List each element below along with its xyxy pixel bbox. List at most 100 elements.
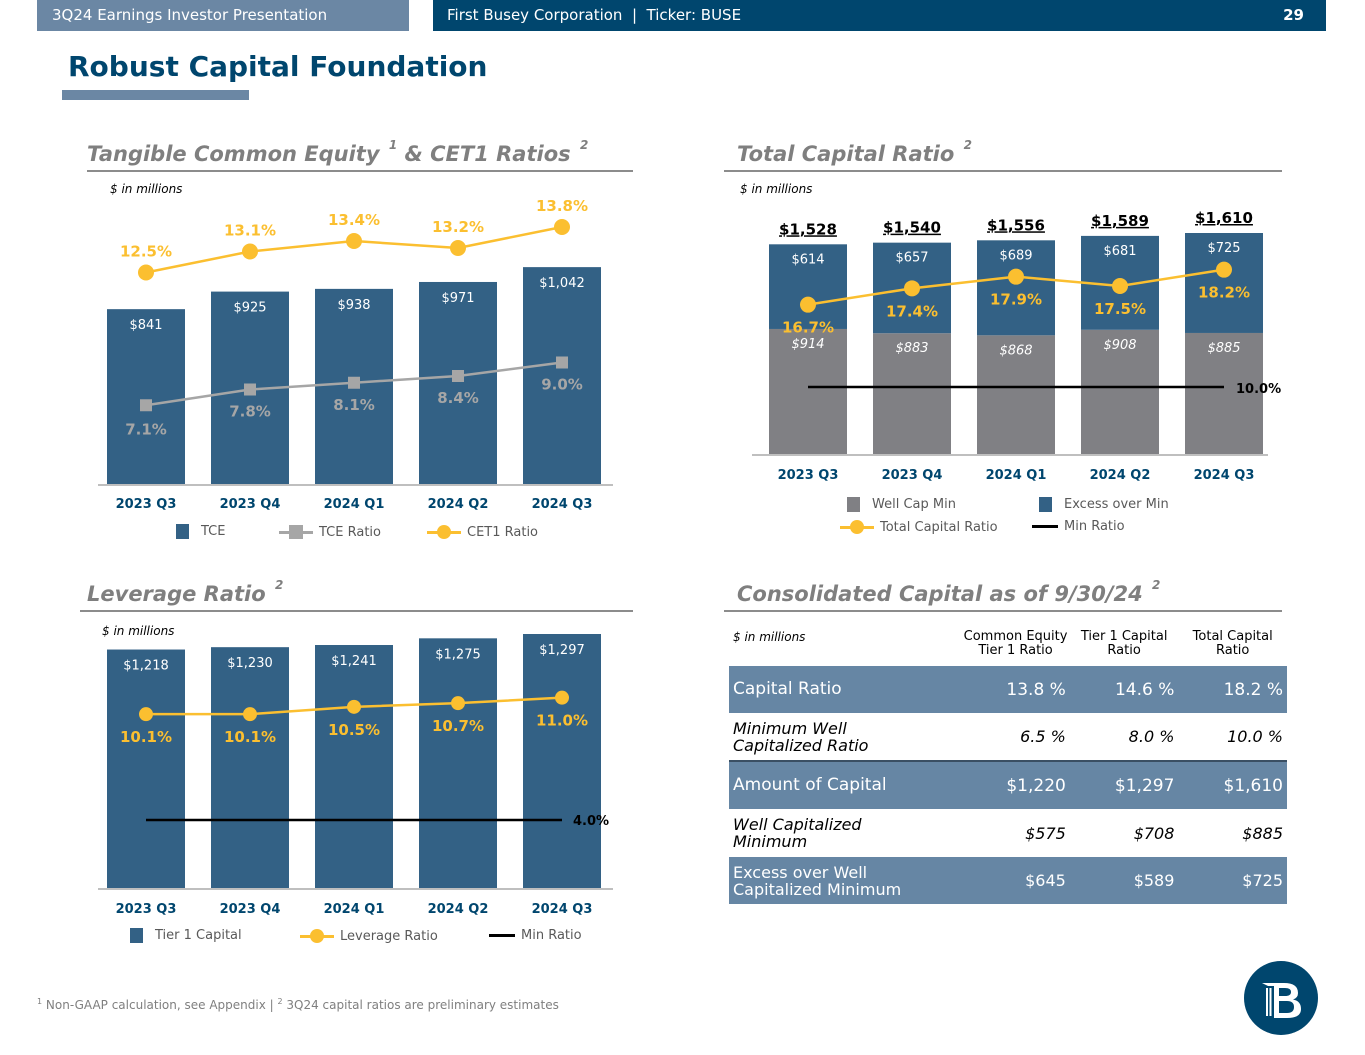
x-axis-tick-label: 2024 Q3 [1194,468,1255,483]
leverage-ratio-marker [451,696,465,711]
cell-value: $645 [961,857,1070,904]
line-marker-icon [489,934,515,937]
cet1-ratio-label: 12.5% [120,243,172,261]
well-cap-min-bar [1081,329,1159,455]
well-cap-min-label: $883 [895,341,928,356]
total-capital-label: $1,540 [883,219,941,237]
leverage-ratio-marker [139,707,153,722]
total-capital-label: $1,610 [1195,209,1253,227]
tcr-title-text: Total Capital Ratio [737,142,955,166]
tce-chart: $841 2023 Q3 $925 2023 Q4 $938 2024 Q1 $971 202… [98,197,613,512]
cell-value: $1,610 [1178,760,1287,809]
legend-item-tier1-capital: Tier 1 Capital [130,928,242,943]
cell-value: 14.6 % [1069,666,1179,713]
cell-value: $885 [1178,809,1287,857]
leverage-ratio-marker [555,690,569,705]
total-capital-ratio-marker [800,296,816,313]
cet1-ratio-marker [242,243,258,260]
lev-title-text: Leverage Ratio [87,582,266,606]
legend-label: Tier 1 Capital [155,928,242,943]
well-cap-min-label: $868 [999,343,1032,358]
footnote-ref: 2 [963,138,972,152]
presentation-title: 3Q24 Earnings Investor Presentation [52,6,328,24]
x-axis-tick-label: 2024 Q1 [324,902,385,917]
leverage-ratio-label: 10.7% [432,717,484,735]
legend-label: TCE Ratio [319,524,381,540]
excess-over-min-bar [1185,233,1263,333]
table-row: Excess over Well Capitalized Minimum $64… [729,857,1287,904]
bar-value-label: $971 [441,291,474,306]
bar-swatch-icon [1039,497,1052,512]
footnote-ref: 2 [275,578,284,592]
excess-over-min-label: $681 [1103,244,1136,259]
excess-over-min-label: $689 [999,248,1032,263]
legend-item-leverage-ratio: Leverage Ratio [300,928,438,944]
bar-swatch-icon [176,524,189,539]
units-label: $ in millions [110,182,183,196]
tce-bar [523,267,601,485]
lev-section-title: Leverage Ratio 2 [87,578,283,606]
leverage-ratio-label: 10.1% [224,728,276,746]
min-ratio-label: 10.0% [1236,382,1281,397]
x-axis-tick-label: 2024 Q1 [986,468,1047,483]
bar-value-label: $1,241 [331,654,377,669]
cet1-ratio-label: 13.2% [432,218,484,236]
cons-section-title: Consolidated Capital as of 9/30/24 2 [737,578,1160,606]
footnote-ref: 2 [579,138,589,152]
leverage-ratio-label: 11.0% [536,712,588,730]
well-cap-min-label: $914 [791,337,824,352]
x-axis-tick-label: 2024 Q3 [532,497,593,512]
company-ticker: First Busey Corporation | Ticker: BUSE [447,6,742,24]
page-number: 29 [1283,6,1304,24]
excess-over-min-label: $657 [895,251,928,266]
section-divider [724,610,1282,612]
excess-over-min-bar [977,240,1055,336]
x-axis-tick-label: 2023 Q4 [220,902,281,917]
bar-value-label: $925 [233,301,266,316]
cell-value: $725 [1178,857,1287,904]
bar-value-label: $1,042 [539,276,585,291]
cet1-ratio-marker [346,233,362,249]
company-bar: First Busey Corporation | Ticker: BUSE 2… [433,0,1326,31]
well-cap-min-label: $908 [1103,338,1136,353]
x-axis-tick-label: 2024 Q2 [428,497,489,512]
tce-ratio-label: 7.8% [229,403,271,421]
section-divider [87,170,633,172]
total-capital-ratio-marker [904,280,920,297]
cell-value: $1,297 [1069,760,1179,809]
cell-value: 10.0 % [1178,713,1287,761]
footnote-ref: 1 [388,138,398,152]
title-underline [62,90,249,100]
tcr-section-title: Total Capital Ratio 2 [737,138,972,166]
well-cap-min-bar [977,335,1055,455]
x-axis-tick-label: 2024 Q2 [428,902,489,917]
excess-over-min-label: $614 [791,252,824,267]
x-axis-tick-label: 2024 Q2 [1090,468,1151,483]
legend-item-excess-over-min: Excess over Min [1039,497,1169,512]
footnote-ref: 2 [277,997,283,1006]
tce-ratio-marker [556,356,568,369]
cet1-ratio-label: 13.8% [536,197,588,215]
bar-swatch-icon [130,928,143,943]
total-capital-ratio-label: 17.9% [990,291,1042,309]
line-marker-icon [1032,525,1058,528]
presentation-title-bar: 3Q24 Earnings Investor Presentation [37,0,409,31]
column-header-cet1: Common Equity Tier 1 Ratio [963,629,1068,658]
square-line-marker-icon [279,524,313,540]
tcr-chart: $914 $614 $1,528 2023 Q3 $883 $657 $1,540 2023 … [752,209,1281,483]
tce-title-text: Tangible Common Equity [87,142,380,166]
section-divider [724,170,1282,172]
cell-value: $708 [1069,809,1179,857]
table-row: Amount of Capital $1,220 $1,297 $1,610 [729,760,1287,809]
row-label: Excess over Well Capitalized Minimum [729,857,962,904]
circle-line-marker-icon [300,928,334,944]
table-row: Capital Ratio 13.8 % 14.6 % 18.2 % [729,666,1287,713]
cell-value: $575 [961,809,1070,857]
cet1-ratio-marker [138,264,154,281]
footnote: 1 Non-GAAP calculation, see Appendix | 2… [37,997,559,1012]
cell-value: 6.5 % [961,713,1070,761]
units-label: $ in millions [733,630,806,644]
tce-ratio-marker [140,399,152,412]
units-label: $ in millions [740,182,813,196]
leverage-ratio-label: 10.5% [328,721,380,739]
